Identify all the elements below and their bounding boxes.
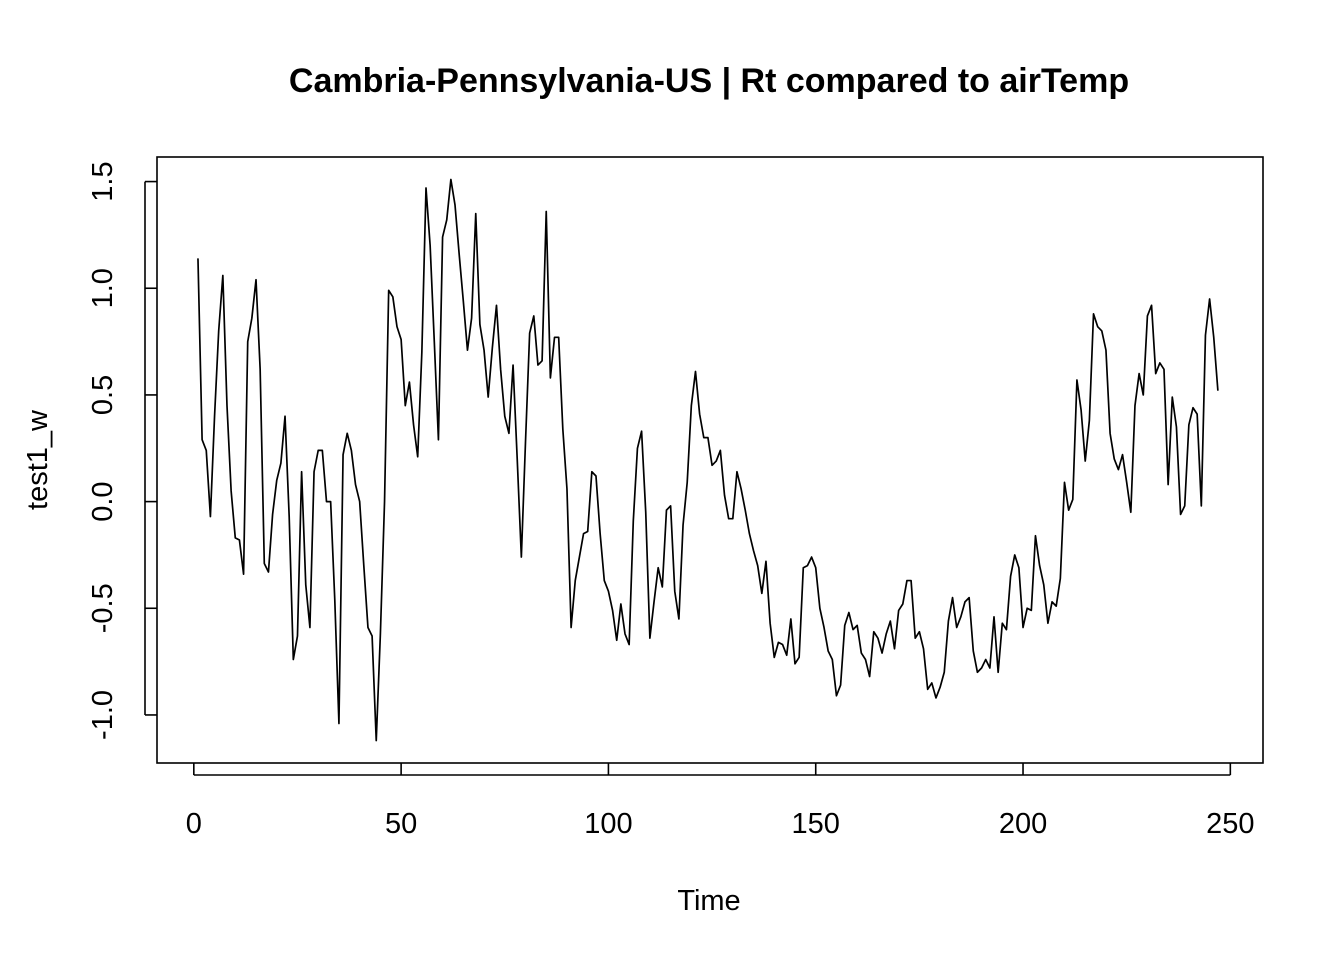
x-tick-label: 200 bbox=[999, 808, 1047, 840]
y-axis-label: test1_w bbox=[22, 409, 54, 510]
plot-frame bbox=[156, 156, 1264, 764]
x-tick-label: 100 bbox=[584, 808, 632, 840]
y-axis: -1.0 -0.5 0.0 0.5 1.0 1.5 bbox=[87, 161, 157, 740]
x-axis: 0 50 100 150 200 250 bbox=[186, 763, 1255, 840]
chart-title: Cambria-Pennsylvania-US | Rt compared to… bbox=[289, 62, 1129, 100]
y-tick-label: 0.0 bbox=[87, 481, 119, 521]
x-tick-label: 250 bbox=[1206, 808, 1254, 840]
y-tick-label: 1.0 bbox=[87, 268, 119, 308]
x-axis-label: Time bbox=[677, 885, 740, 917]
x-tick-label: 150 bbox=[792, 808, 840, 840]
series-line bbox=[197, 178, 1219, 742]
y-tick-label: 1.5 bbox=[87, 161, 119, 201]
y-tick-label: 0.5 bbox=[87, 375, 119, 415]
x-tick-label: 0 bbox=[186, 808, 202, 840]
y-tick-label: -0.5 bbox=[87, 583, 119, 633]
y-tick-label: -1.0 bbox=[87, 690, 119, 740]
x-tick-label: 50 bbox=[385, 808, 417, 840]
